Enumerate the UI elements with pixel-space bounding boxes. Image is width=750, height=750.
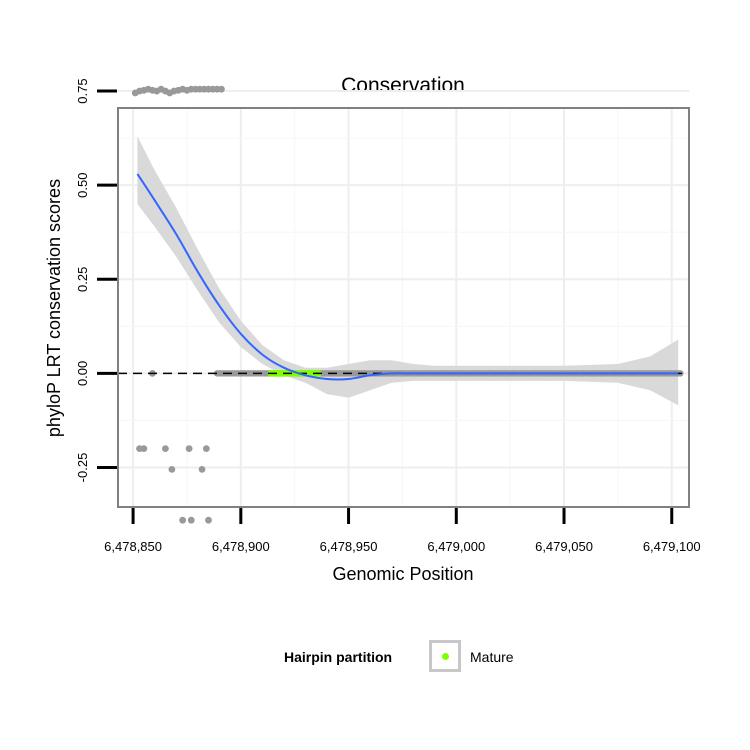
y-axis-label: phyloP LRT conservation scores <box>44 179 64 437</box>
y-tick-label: -0.25 <box>75 453 90 483</box>
data-point <box>140 445 148 453</box>
x-tick-label: 6,479,000 <box>427 539 485 554</box>
y-tick-label: 0.75 <box>75 78 90 103</box>
data-point <box>185 445 193 453</box>
y-tick-label: 0.00 <box>75 361 90 386</box>
axes: 6,478,850 6,478,900 6,478,950 6,479,000 6,47… <box>75 78 701 554</box>
data-point <box>198 465 206 473</box>
x-tick-label: 6,478,950 <box>320 539 378 554</box>
legend-key-mature <box>429 640 461 672</box>
x-tick-label: 6,478,900 <box>212 539 270 554</box>
y-tick-label: 0.25 <box>75 267 90 292</box>
x-tick-label: 6,479,050 <box>535 539 593 554</box>
legend-label-mature: Mature <box>470 649 514 665</box>
legend-title: Hairpin partition <box>284 649 393 665</box>
data-point <box>205 516 212 524</box>
chart-title: Conservation <box>341 74 465 97</box>
y-tick-label: 0.50 <box>75 173 90 198</box>
data-point <box>179 516 187 524</box>
data-point <box>162 445 169 453</box>
data-point <box>218 85 225 93</box>
plot-panel-border <box>117 107 690 508</box>
x-axis-label: Genomic Position <box>332 564 473 584</box>
data-point <box>187 516 195 524</box>
x-tick-label: 6,479,100 <box>643 539 701 554</box>
confidence-band <box>137 136 679 406</box>
data-point <box>202 445 210 453</box>
x-tick-label: 6,478,850 <box>104 539 162 554</box>
legend: Hairpin partition Mature <box>0 640 750 676</box>
smooth-line-group <box>118 173 689 381</box>
legend-dot-icon <box>442 653 449 660</box>
confidence-ribbon <box>137 136 679 406</box>
smooth-fit-line <box>136 173 679 381</box>
data-point <box>168 465 176 473</box>
